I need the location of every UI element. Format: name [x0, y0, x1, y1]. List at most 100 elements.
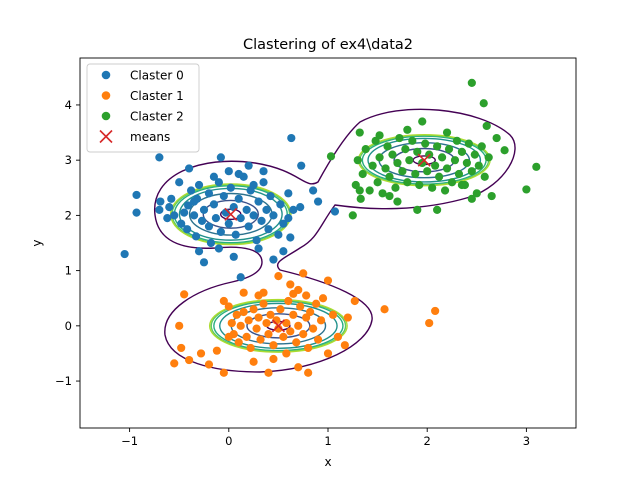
scatter-point	[391, 183, 400, 192]
x-axis-ticks: −1 0 1 2 3	[121, 428, 530, 448]
legend-marker	[101, 91, 111, 100]
scatter-point	[209, 172, 219, 181]
chart-title: Clastering of ex4\data2	[243, 37, 413, 53]
scatter-point	[232, 310, 241, 319]
scatter-point	[457, 147, 467, 156]
scatter-point	[467, 78, 476, 87]
scatter-point	[199, 205, 209, 214]
contour-line	[367, 137, 482, 183]
scatter-point	[330, 207, 340, 216]
scatter-point	[477, 142, 486, 151]
scatter-point	[309, 186, 318, 195]
legend: Claster 0 Claster 1 Claster 2 means	[86, 63, 200, 153]
scatter-point	[289, 310, 298, 319]
scatter-point	[259, 178, 268, 187]
scatter-point	[204, 360, 214, 369]
scatter-point	[274, 324, 283, 333]
scatter-point	[350, 296, 359, 306]
x-tick-label: 1	[324, 434, 331, 448]
y-axis-label: y	[30, 239, 44, 246]
scatter-point	[431, 161, 440, 170]
scatter-point	[482, 121, 491, 131]
scatter-point	[254, 197, 263, 206]
scatter-point	[316, 316, 326, 325]
scatter-point	[318, 294, 328, 303]
scatter-point	[348, 211, 357, 220]
scatter-point	[309, 324, 318, 333]
scatter-point	[294, 363, 303, 372]
scatter-point	[425, 318, 434, 328]
scatter-point	[216, 153, 225, 162]
legend-label: Claster 0	[130, 69, 184, 83]
scatter-point	[244, 161, 253, 170]
x-tick-label: 2	[424, 434, 431, 448]
scatter-point	[472, 189, 481, 198]
scatter-point	[165, 203, 174, 212]
scatter-point	[413, 205, 422, 214]
scatter-point	[353, 156, 362, 165]
scatter-point	[294, 321, 303, 330]
legend-label: Claster 1	[130, 89, 184, 103]
scatter-point	[180, 208, 189, 217]
scatter-point	[269, 341, 278, 350]
scatter-point	[259, 167, 268, 176]
scatter-point	[239, 307, 248, 317]
scatter-point	[464, 139, 473, 148]
scatter-point	[365, 186, 374, 195]
scatter-point	[467, 194, 476, 203]
scatter-point	[296, 203, 305, 212]
scatter-point	[187, 186, 196, 195]
scatter-point	[269, 211, 278, 220]
scatter-point	[289, 289, 298, 298]
scatter-point	[155, 153, 164, 162]
scatter-point	[206, 238, 216, 248]
contour-line	[208, 298, 348, 353]
mean-marker	[417, 153, 431, 167]
scatter-point	[435, 172, 444, 181]
scatter-point	[378, 189, 387, 198]
scatter-point	[262, 318, 271, 328]
contour-envelope	[154, 108, 516, 373]
scatter-point	[249, 357, 258, 366]
scatter-point	[219, 296, 228, 306]
scatter-point	[292, 338, 301, 347]
scatter-point	[393, 197, 402, 206]
legend-box	[86, 63, 200, 153]
scatter-point	[191, 232, 201, 241]
scatter-point	[249, 305, 258, 314]
scatter-point	[254, 244, 263, 253]
scatter-point	[279, 219, 288, 228]
scatter-point	[522, 185, 531, 194]
y-tick-label: 4	[65, 98, 72, 112]
scatter-point	[236, 321, 245, 330]
scatter-point	[388, 150, 397, 159]
y-tick-label: 2	[65, 208, 72, 222]
scatter-point	[356, 194, 365, 203]
scatter-point	[256, 335, 265, 344]
scatter-point	[234, 338, 243, 347]
scatter-point	[355, 128, 364, 137]
scatter-point	[236, 214, 245, 223]
scatter-point	[487, 191, 496, 201]
scatter-point	[304, 343, 313, 353]
mean-marker	[224, 207, 238, 221]
scatter-point	[284, 296, 293, 306]
scatter-point	[532, 162, 541, 171]
scatter-point	[211, 214, 221, 223]
y-axis-ticks: −1 0 1 2 3 4	[55, 98, 80, 388]
scatter-point	[274, 230, 283, 239]
scatter-point	[227, 318, 236, 328]
scatter-point	[401, 145, 410, 154]
scatter-point	[470, 150, 479, 159]
scatter-point	[340, 341, 349, 350]
scatter-point	[381, 164, 390, 173]
scatter-point	[244, 316, 253, 325]
scatter-point	[380, 305, 389, 314]
scatter-point	[274, 272, 283, 281]
scatter-point	[444, 145, 454, 154]
scatter-point	[398, 167, 407, 176]
scatter-point	[284, 189, 293, 198]
y-tick-label: 1	[65, 264, 72, 278]
scatter-point	[183, 225, 192, 234]
scatter-point	[450, 156, 460, 165]
